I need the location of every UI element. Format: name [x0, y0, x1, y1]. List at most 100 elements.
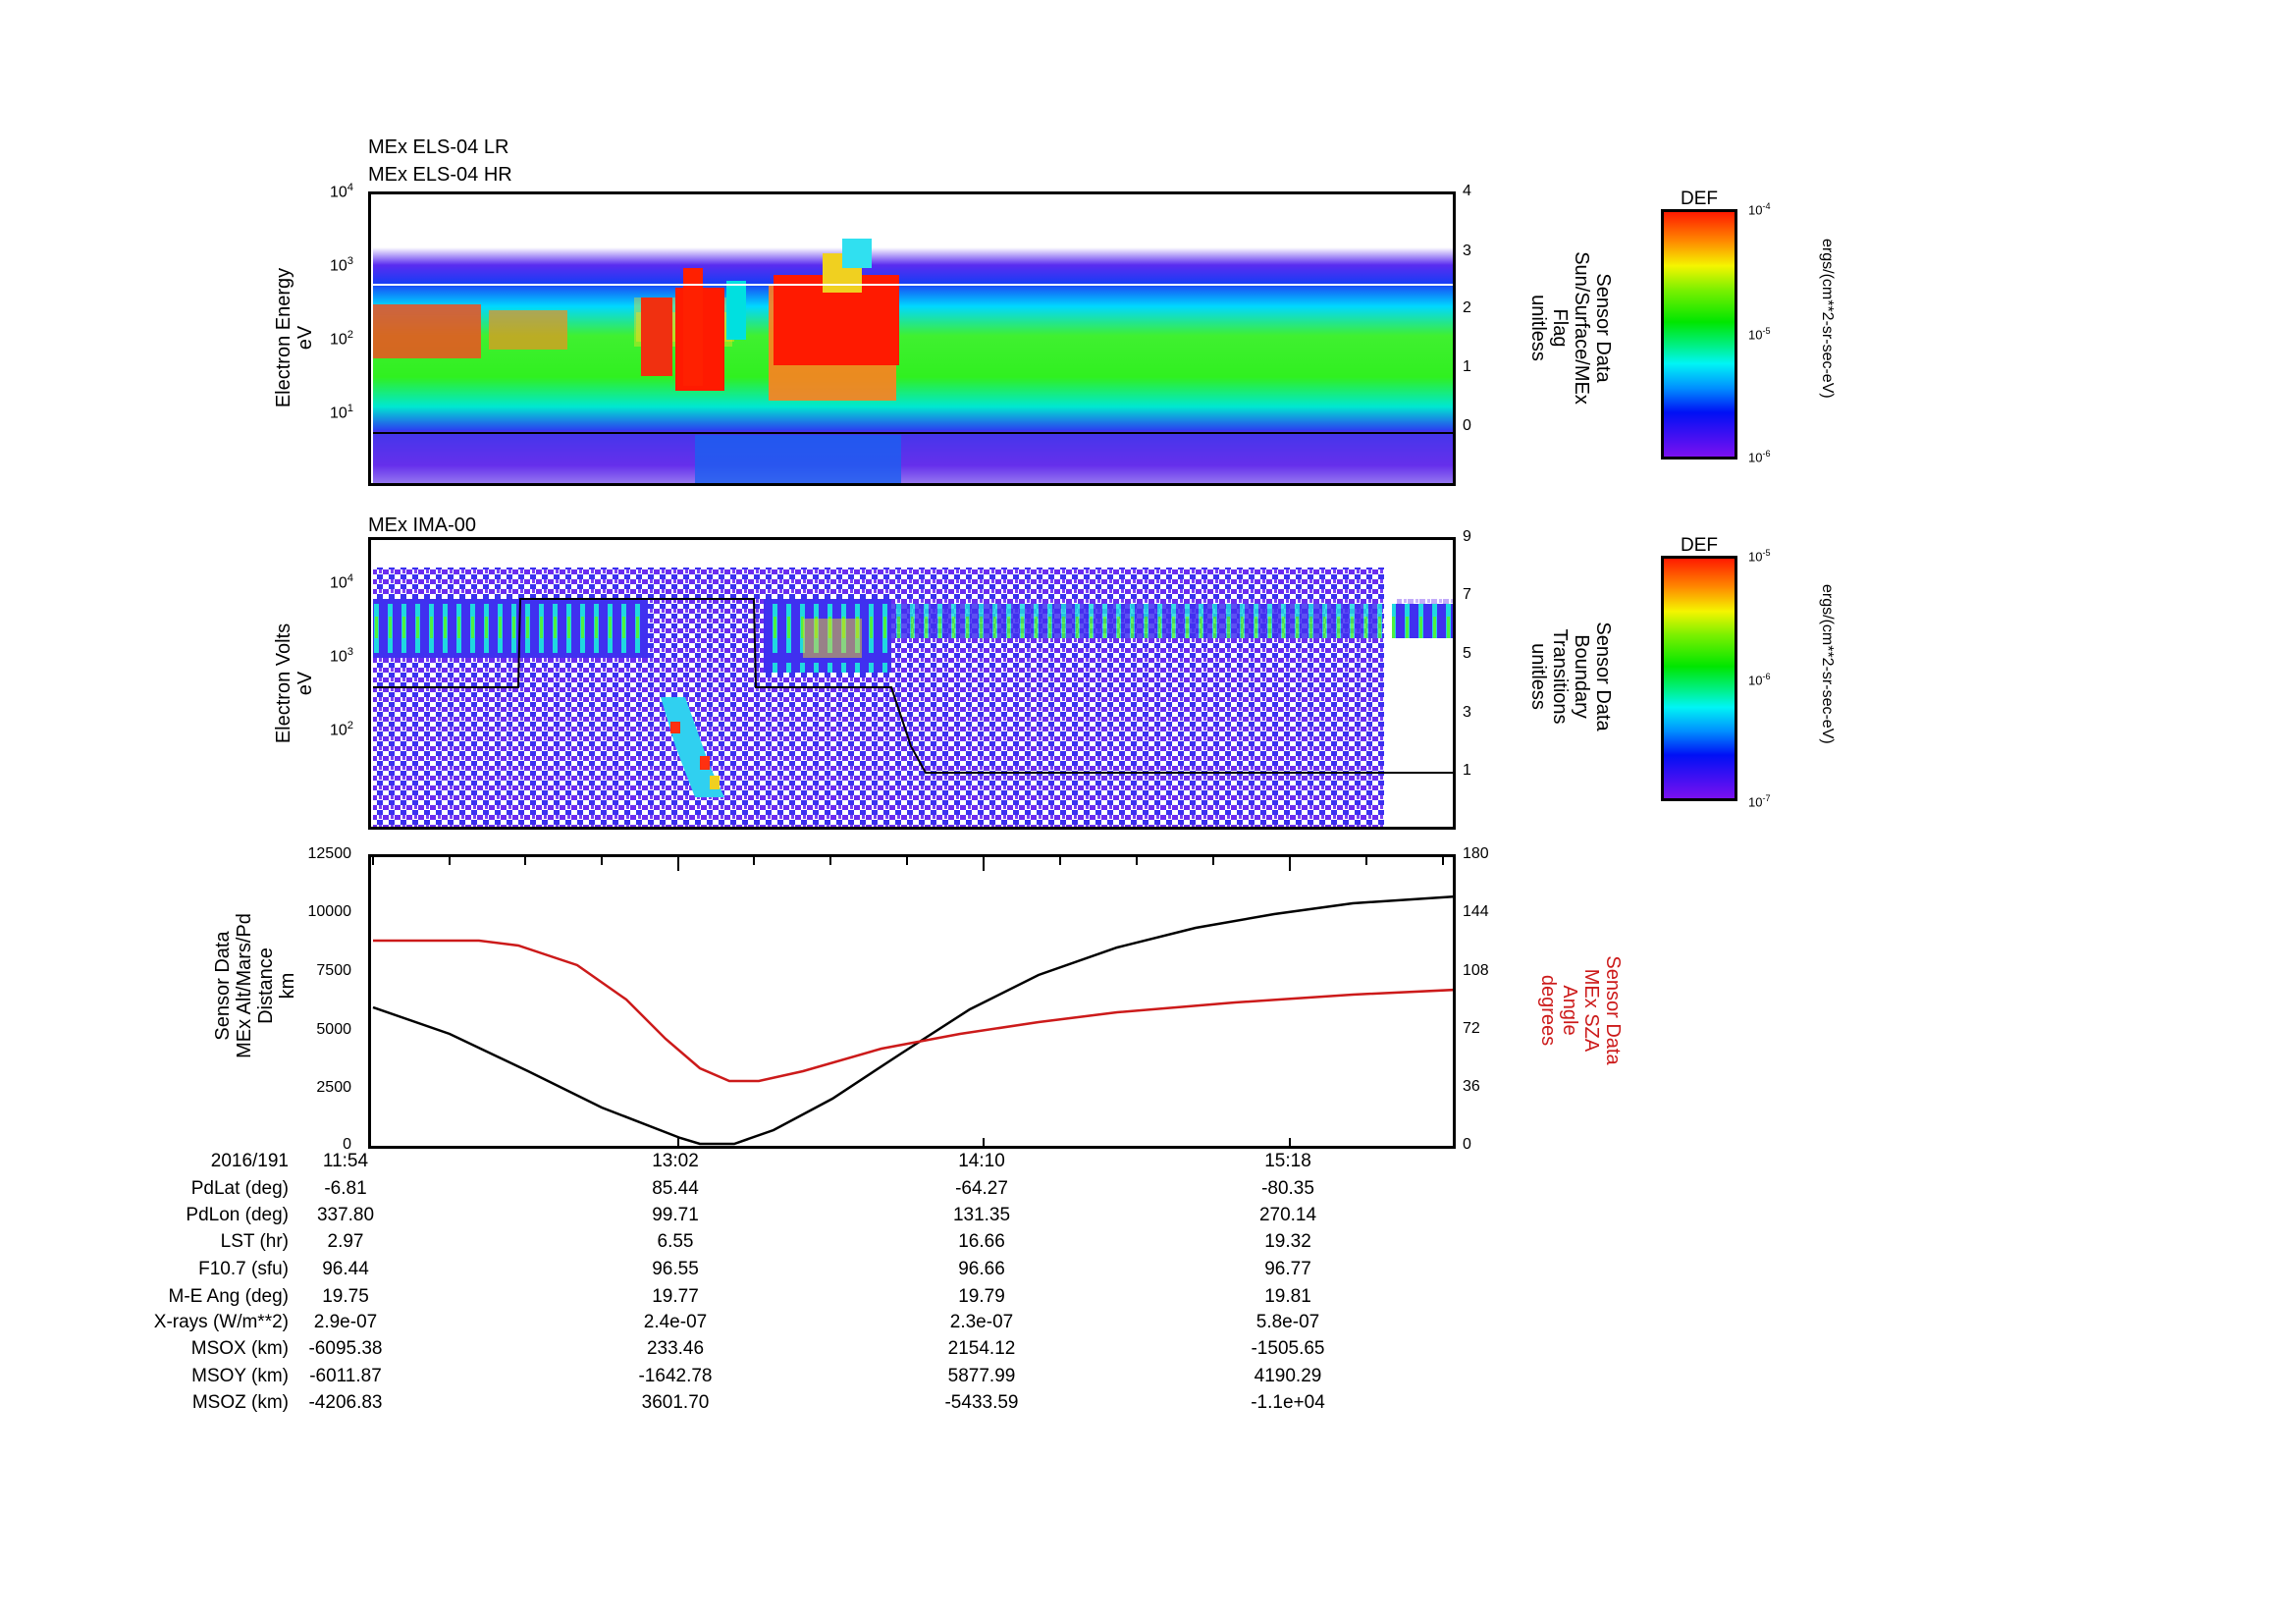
table-cell: 2.97 — [327, 1231, 364, 1252]
els-ytick-right-2: 2 — [1463, 299, 1471, 316]
table-row-label: MSOY (km) — [191, 1366, 289, 1386]
table-cell: 96.55 — [652, 1259, 699, 1279]
els-ylabel-right: Sensor Data Sun/Surface/MEx Flag unitles… — [1527, 251, 1614, 405]
ima-ytick-right-1: 1 — [1463, 762, 1471, 779]
ima-ylabel-right: Sensor Data Boundary Transitions unitles… — [1527, 622, 1614, 731]
table-row-label: MSOZ (km) — [191, 1392, 289, 1413]
orbit-ytick-12500: 12500 — [307, 845, 352, 862]
table-cell: 5.8e-07 — [1255, 1312, 1320, 1332]
table-row-label: MSOX (km) — [190, 1338, 289, 1359]
ima-ytick-right-7: 7 — [1463, 586, 1471, 603]
ima-colorbar-tick-min: 10-7 — [1748, 793, 1771, 810]
els-colorbar-tick-min: 10-6 — [1748, 449, 1771, 465]
table-cell: 99.71 — [652, 1205, 699, 1225]
table-cell: 233.46 — [646, 1338, 705, 1359]
table-cell: 96.77 — [1264, 1259, 1311, 1279]
table-cell: -5433.59 — [944, 1392, 1019, 1413]
orbit-ytick-0: 0 — [343, 1136, 351, 1153]
table-cell: 19.81 — [1264, 1286, 1311, 1307]
table-cell: -1642.78 — [638, 1366, 713, 1386]
table-cell: -1505.65 — [1251, 1338, 1325, 1359]
table-row-label: LST (hr) — [220, 1231, 289, 1252]
els-spectrogram — [368, 191, 1456, 486]
ima-colorbar-title: DEF — [1681, 535, 1718, 556]
table-row-label: X-rays (W/m**2) — [153, 1312, 289, 1332]
ima-colorbar — [1661, 556, 1737, 801]
els-ytick-1e1: 101 — [329, 403, 353, 422]
ima-colorbar-tick-mid: 10-6 — [1748, 672, 1771, 688]
table-cell: -1.1e+04 — [1251, 1392, 1325, 1413]
table-row-label: PdLon (deg) — [186, 1205, 289, 1225]
ima-title: MEx IMA-00 — [368, 514, 477, 536]
orbit-line-plot — [372, 857, 1453, 1146]
orbit-ytick-right-180: 180 — [1463, 845, 1489, 862]
table-cell: 96.66 — [958, 1259, 1005, 1279]
els-ytick-right-0: 0 — [1463, 417, 1471, 434]
ima-ytick-1e3: 103 — [329, 646, 353, 666]
ima-ytick-right-5: 5 — [1463, 645, 1471, 662]
table-cell: -4206.83 — [308, 1392, 383, 1413]
els-spectrogram-image — [373, 194, 1453, 483]
els-title-hr: MEx ELS-04 HR — [368, 164, 512, 186]
table-cell: 19.32 — [1264, 1231, 1311, 1252]
table-time-4: 15:18 — [1264, 1151, 1311, 1171]
table-cell: 5877.99 — [947, 1366, 1016, 1386]
orbit-ytick-right-108: 108 — [1463, 962, 1489, 979]
table-cell: 2.3e-07 — [949, 1312, 1014, 1332]
ima-ylabel: Electron Volts eV — [273, 622, 316, 744]
ima-ytick-right-3: 3 — [1463, 704, 1471, 721]
orbit-ytick-right-144: 144 — [1463, 903, 1489, 920]
orbit-ytick-right-36: 36 — [1463, 1078, 1480, 1095]
table-cell: 2.4e-07 — [643, 1312, 708, 1332]
table-cell: 96.44 — [322, 1259, 369, 1279]
table-cell: 2.9e-07 — [313, 1312, 378, 1332]
els-title-lr: MEx ELS-04 LR — [368, 136, 509, 158]
els-ytick-right-3: 3 — [1463, 243, 1471, 259]
table-cell: -6011.87 — [309, 1366, 382, 1386]
ima-spectrogram — [368, 537, 1456, 830]
els-colorbar-title: DEF — [1681, 189, 1718, 209]
orbit-line-chart — [368, 854, 1456, 1149]
table-cell: 337.80 — [316, 1205, 375, 1225]
els-colorbar-tick-max: 10-4 — [1748, 201, 1771, 218]
ima-colorbar-unit: ergs/(cm**2-sr-sec-eV) — [1819, 584, 1836, 744]
table-cell: 19.77 — [652, 1286, 699, 1307]
ima-colorbar-tick-max: 10-5 — [1748, 548, 1771, 565]
orbit-ytick-right-72: 72 — [1463, 1020, 1480, 1037]
table-cell: -6095.38 — [308, 1338, 383, 1359]
orbit-ytick-10000: 10000 — [307, 903, 352, 920]
altitude-line — [372, 895, 1453, 1146]
orbit-ytick-7500: 7500 — [316, 962, 351, 979]
els-ytick-right-1: 1 — [1463, 358, 1471, 375]
els-colorbar-unit: ergs/(cm**2-sr-sec-eV) — [1819, 239, 1836, 399]
table-row-label: PdLat (deg) — [190, 1178, 289, 1199]
orbit-ylabel: Sensor Data MEx Alt/Mars/Pd Distance km — [212, 913, 298, 1058]
table-cell: 270.14 — [1258, 1205, 1317, 1225]
els-ytick-1e2: 102 — [329, 329, 353, 349]
table-row-label: F10.7 (sfu) — [198, 1259, 289, 1279]
els-ytick-1e4: 104 — [329, 182, 353, 201]
els-ylabel: Electron Energy eV — [273, 267, 316, 408]
table-cell: -64.27 — [955, 1178, 1008, 1199]
els-colorbar — [1661, 209, 1737, 460]
orbit-ytick-5000: 5000 — [316, 1021, 351, 1038]
table-cell: 16.66 — [958, 1231, 1005, 1252]
table-cell: 19.75 — [322, 1286, 369, 1307]
table-time-2: 13:02 — [652, 1151, 699, 1171]
ima-ytick-1e4: 104 — [329, 572, 353, 592]
orbit-ytick-2500: 2500 — [316, 1079, 351, 1096]
table-time-1: 11:54 — [322, 1151, 369, 1171]
orbit-ytick-right-0: 0 — [1463, 1136, 1471, 1153]
ima-ytick-right-9: 9 — [1463, 528, 1471, 545]
table-row-label: M-E Ang (deg) — [168, 1286, 290, 1307]
table-cell: 2154.12 — [947, 1338, 1016, 1359]
els-ytick-1e3: 103 — [329, 255, 353, 275]
table-cell: -80.35 — [1261, 1178, 1314, 1199]
table-cell: 131.35 — [952, 1205, 1011, 1225]
table-cell: -6.81 — [324, 1178, 367, 1199]
sza-line — [373, 939, 1453, 1083]
table-cell: 3601.70 — [641, 1392, 710, 1413]
els-colorbar-tick-mid: 10-5 — [1748, 326, 1771, 343]
ima-spectrogram-image — [373, 568, 1453, 827]
orbit-ylabel-right: Sensor Data MEx SZA Angle degrees — [1537, 955, 1624, 1065]
